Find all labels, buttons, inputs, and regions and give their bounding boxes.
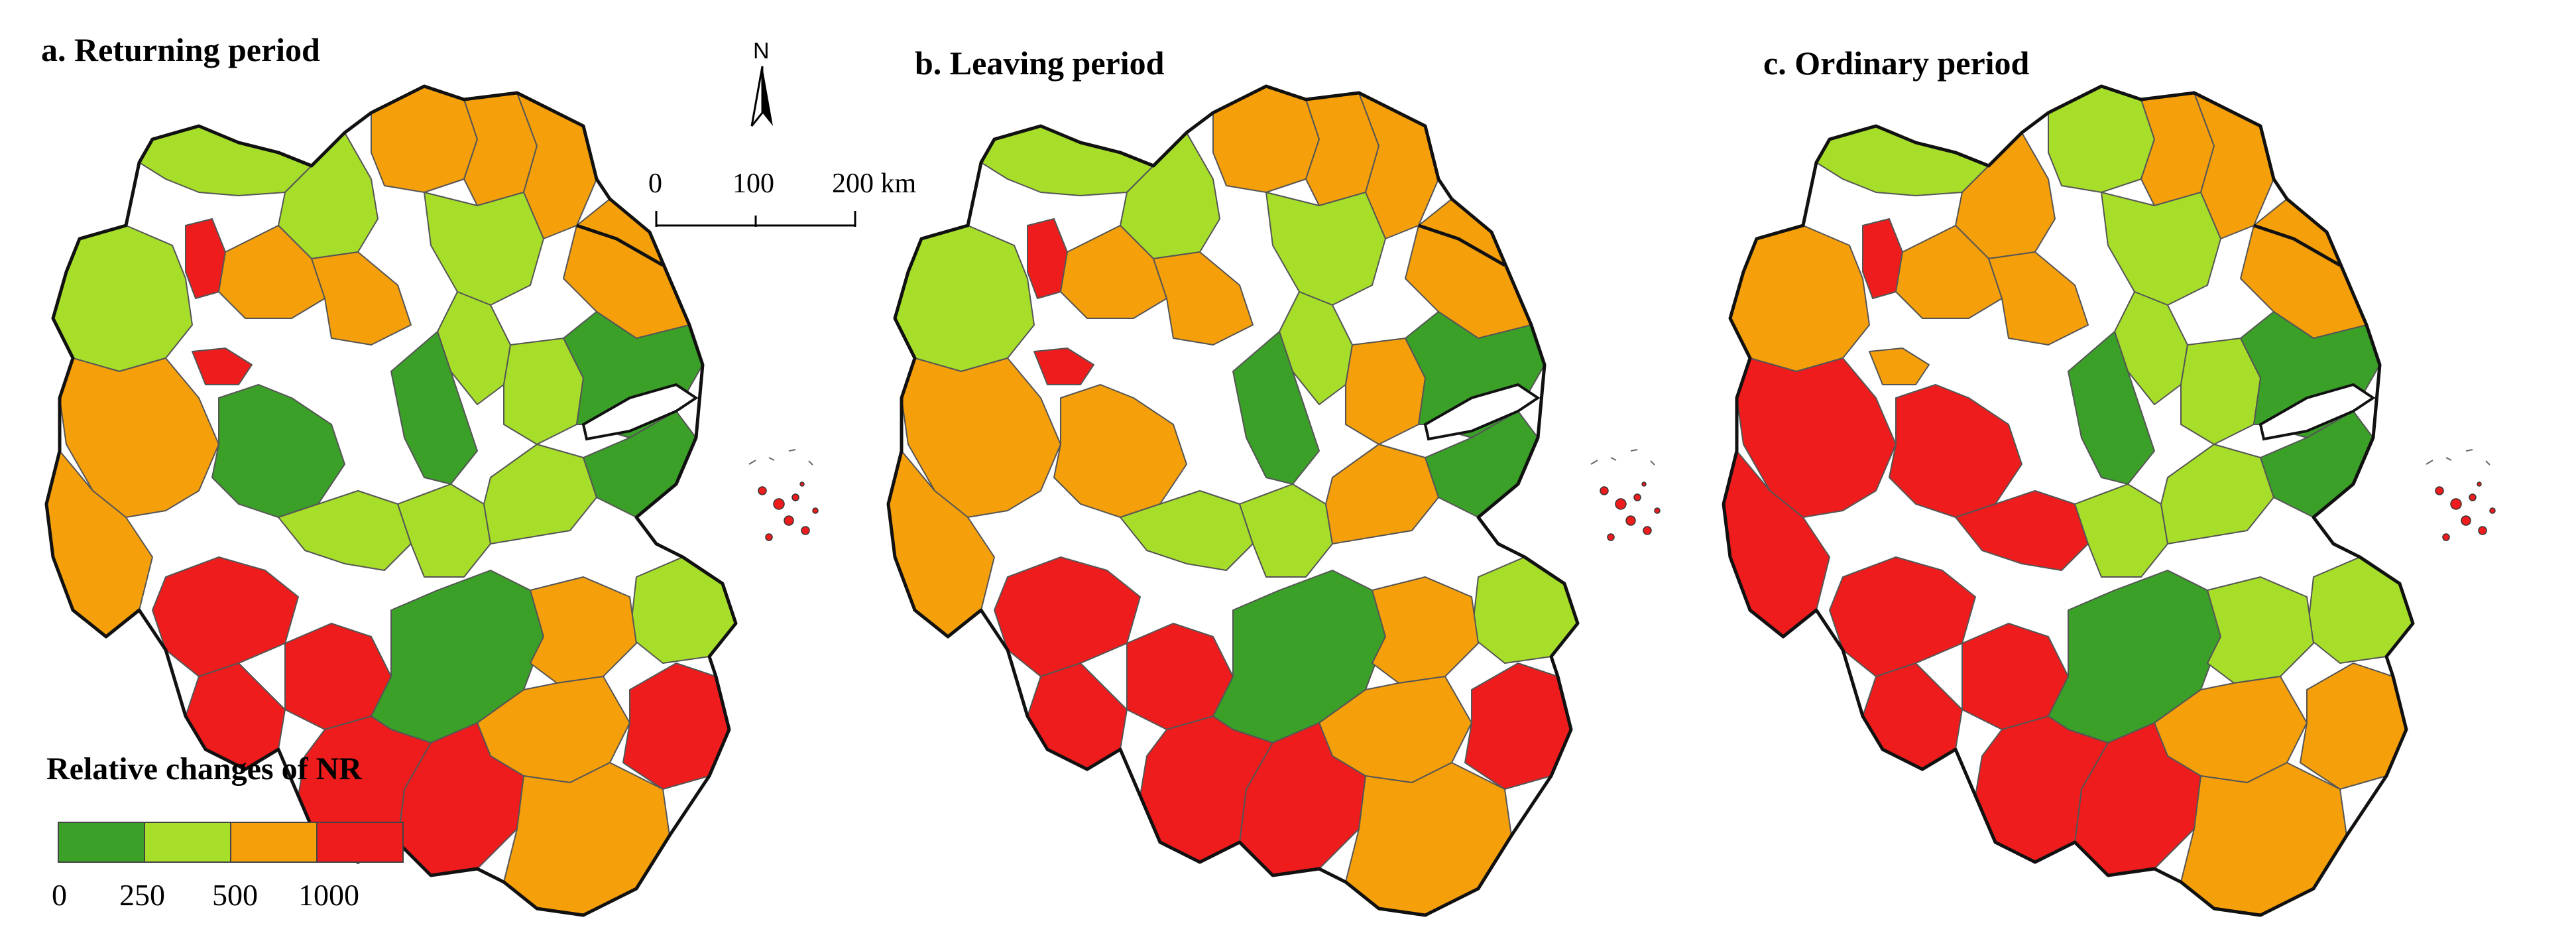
region-red2 bbox=[1033, 348, 1094, 385]
legend-swatch-3 bbox=[316, 822, 404, 863]
region-red2 bbox=[1869, 348, 1930, 385]
region-hf bbox=[211, 384, 345, 518]
region-nb bbox=[1471, 556, 1578, 664]
region-red2 bbox=[192, 348, 253, 385]
region-wx bbox=[483, 444, 597, 544]
region-nb bbox=[2306, 556, 2414, 664]
region-w1 bbox=[1895, 225, 2003, 319]
svg-text:N: N bbox=[753, 38, 770, 64]
scale-bar: 0 100 200 km bbox=[648, 168, 917, 227]
region-xz bbox=[894, 225, 1035, 372]
legend: Relative changes of NR 0 250 500 1000 bbox=[46, 751, 404, 912]
region-nj bbox=[390, 331, 478, 485]
region-nj bbox=[2068, 331, 2155, 485]
legend-tick-250: 250 bbox=[119, 878, 165, 912]
region-s1 bbox=[994, 556, 1141, 677]
region-yc bbox=[1405, 198, 1532, 339]
region-w3 bbox=[1736, 357, 1897, 518]
legend-swatch-2 bbox=[230, 822, 318, 863]
map-panel-returning bbox=[44, 84, 819, 917]
scale-tick-0: 0 bbox=[648, 168, 662, 199]
region-cz bbox=[397, 483, 491, 578]
region-wx bbox=[2160, 444, 2274, 544]
region-cz bbox=[2074, 483, 2168, 578]
panel-title-a: a. Returning period bbox=[41, 31, 320, 68]
panel-title-c: c. Ordinary period bbox=[1763, 44, 2030, 82]
region-s1 bbox=[1829, 556, 1976, 677]
region-yc bbox=[563, 198, 690, 339]
region-s1 bbox=[152, 556, 299, 677]
region-sx bbox=[530, 576, 637, 684]
region-hf bbox=[1889, 384, 2022, 518]
region-cz bbox=[1239, 483, 1333, 578]
region-wz bbox=[503, 762, 670, 916]
region-nb bbox=[629, 556, 736, 664]
region-wx bbox=[1325, 444, 1439, 544]
region-n1 bbox=[371, 86, 478, 193]
region-yc bbox=[2240, 198, 2367, 339]
legend-tick-500: 500 bbox=[212, 878, 258, 912]
islands bbox=[1590, 449, 1661, 541]
region-sx bbox=[2207, 576, 2314, 684]
scale-tick-100: 100 bbox=[732, 168, 774, 199]
region-sx bbox=[1372, 576, 1479, 684]
region-w1 bbox=[1060, 225, 1167, 319]
legend-swatch-0 bbox=[58, 822, 145, 863]
region-wz bbox=[2180, 762, 2347, 916]
map-panel-ordinary bbox=[1722, 84, 2496, 917]
region-hf bbox=[1053, 384, 1187, 518]
region-n1 bbox=[1212, 86, 1320, 193]
region-xz bbox=[52, 225, 193, 372]
region-w2 bbox=[1153, 251, 1254, 346]
scale-tick-200: 200 km bbox=[832, 168, 917, 199]
region-w3 bbox=[59, 357, 219, 518]
region-w1 bbox=[218, 225, 325, 319]
islands bbox=[748, 449, 819, 541]
region-w3 bbox=[901, 357, 1061, 518]
region-c1 bbox=[424, 192, 544, 306]
legend-swatch-1 bbox=[144, 822, 231, 863]
region-c1 bbox=[1265, 192, 1386, 306]
region-w2 bbox=[311, 251, 412, 346]
legend-tick-0: 0 bbox=[52, 878, 67, 912]
map-panel-leaving bbox=[886, 84, 1661, 917]
region-c1 bbox=[2101, 192, 2221, 306]
region-nj bbox=[1232, 331, 1320, 485]
region-n1 bbox=[2048, 86, 2155, 193]
north-arrow-icon: N bbox=[750, 38, 773, 127]
region-xz bbox=[1729, 225, 1870, 372]
region-w2 bbox=[1988, 251, 2089, 346]
region-wz bbox=[1345, 762, 1512, 916]
islands bbox=[2426, 449, 2496, 541]
legend-tick-1000: 1000 bbox=[298, 878, 359, 912]
legend-title: Relative changes of NR bbox=[46, 751, 363, 787]
panel-title-b: b. Leaving period bbox=[915, 44, 1165, 82]
